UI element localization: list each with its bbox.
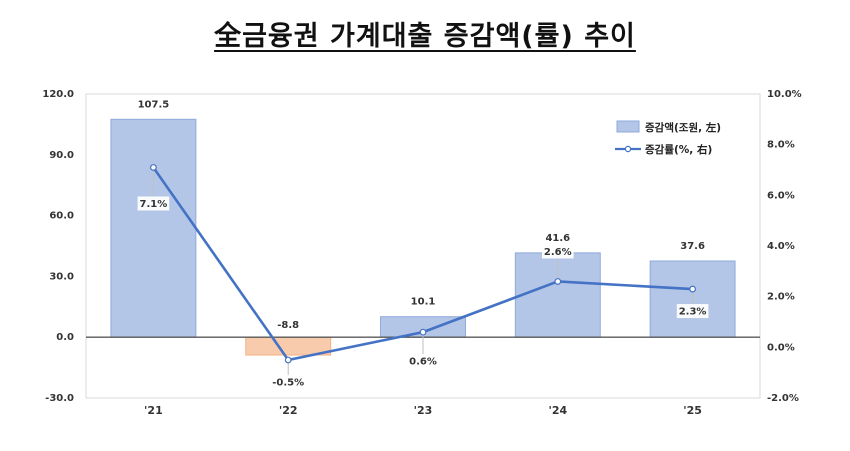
line-label-box xyxy=(407,354,439,369)
line-data-label: 2.3% xyxy=(679,307,707,318)
line-label-box xyxy=(269,375,308,389)
bar-data-label: 37.6 xyxy=(680,241,705,252)
y-right-tick-label: 2.0% xyxy=(767,292,795,303)
y-right-tick-label: 4.0% xyxy=(767,241,795,252)
y-left-tick-label: 60.0 xyxy=(49,211,74,222)
y-left-tick-label: 120.0 xyxy=(42,89,74,100)
x-category-label: '23 xyxy=(414,404,433,417)
bar-data-label: 10.1 xyxy=(411,297,436,308)
line-data-label: 7.1% xyxy=(140,199,168,210)
line-label-box xyxy=(542,244,574,259)
line-data-label: 0.6% xyxy=(409,357,437,368)
bar-data-label: -8.8 xyxy=(277,320,299,331)
line-data-label: -0.5% xyxy=(272,378,304,389)
x-category-label: '24 xyxy=(548,404,567,417)
rate-marker xyxy=(689,285,696,293)
y-left-tick-label: 30.0 xyxy=(49,271,74,282)
legend-swatch-marker xyxy=(624,145,632,153)
line-data-label: 2.6% xyxy=(544,247,572,258)
y-left-tick-label: 90.0 xyxy=(49,150,74,161)
bar xyxy=(110,118,197,338)
legend-label-bar: 증감액(조원, 左) xyxy=(645,121,721,134)
y-right-tick-label: 0.0% xyxy=(767,342,795,353)
y-right-tick-label: 6.0% xyxy=(767,190,795,201)
x-category-label: '22 xyxy=(279,404,298,417)
chart-title: 全금융권 가계대출 증감액(률) 추이 xyxy=(214,21,636,52)
legend-swatch-bar xyxy=(616,120,640,133)
legend-label-line: 증감률(%, 右) xyxy=(645,143,712,156)
y-left-tick-label: -30.0 xyxy=(45,393,74,404)
bar xyxy=(245,336,332,356)
x-category-label: '21 xyxy=(144,404,163,417)
y-right-tick-label: 10.0% xyxy=(767,89,802,100)
y-right-tick-label: -2.0% xyxy=(767,393,799,404)
y-right-tick-label: 8.0% xyxy=(767,140,795,151)
x-category-label: '25 xyxy=(683,404,702,417)
y-left-tick-label: 0.0 xyxy=(56,332,74,343)
plot-border xyxy=(85,93,761,399)
line-label-box xyxy=(137,196,170,211)
rate-marker xyxy=(284,356,292,364)
bar-data-label: 41.6 xyxy=(545,233,570,244)
rate-marker xyxy=(149,164,157,171)
rate-marker xyxy=(554,278,562,285)
line-label-box xyxy=(676,304,709,319)
bar-data-label: 107.5 xyxy=(138,99,170,110)
rate-marker xyxy=(419,328,427,336)
